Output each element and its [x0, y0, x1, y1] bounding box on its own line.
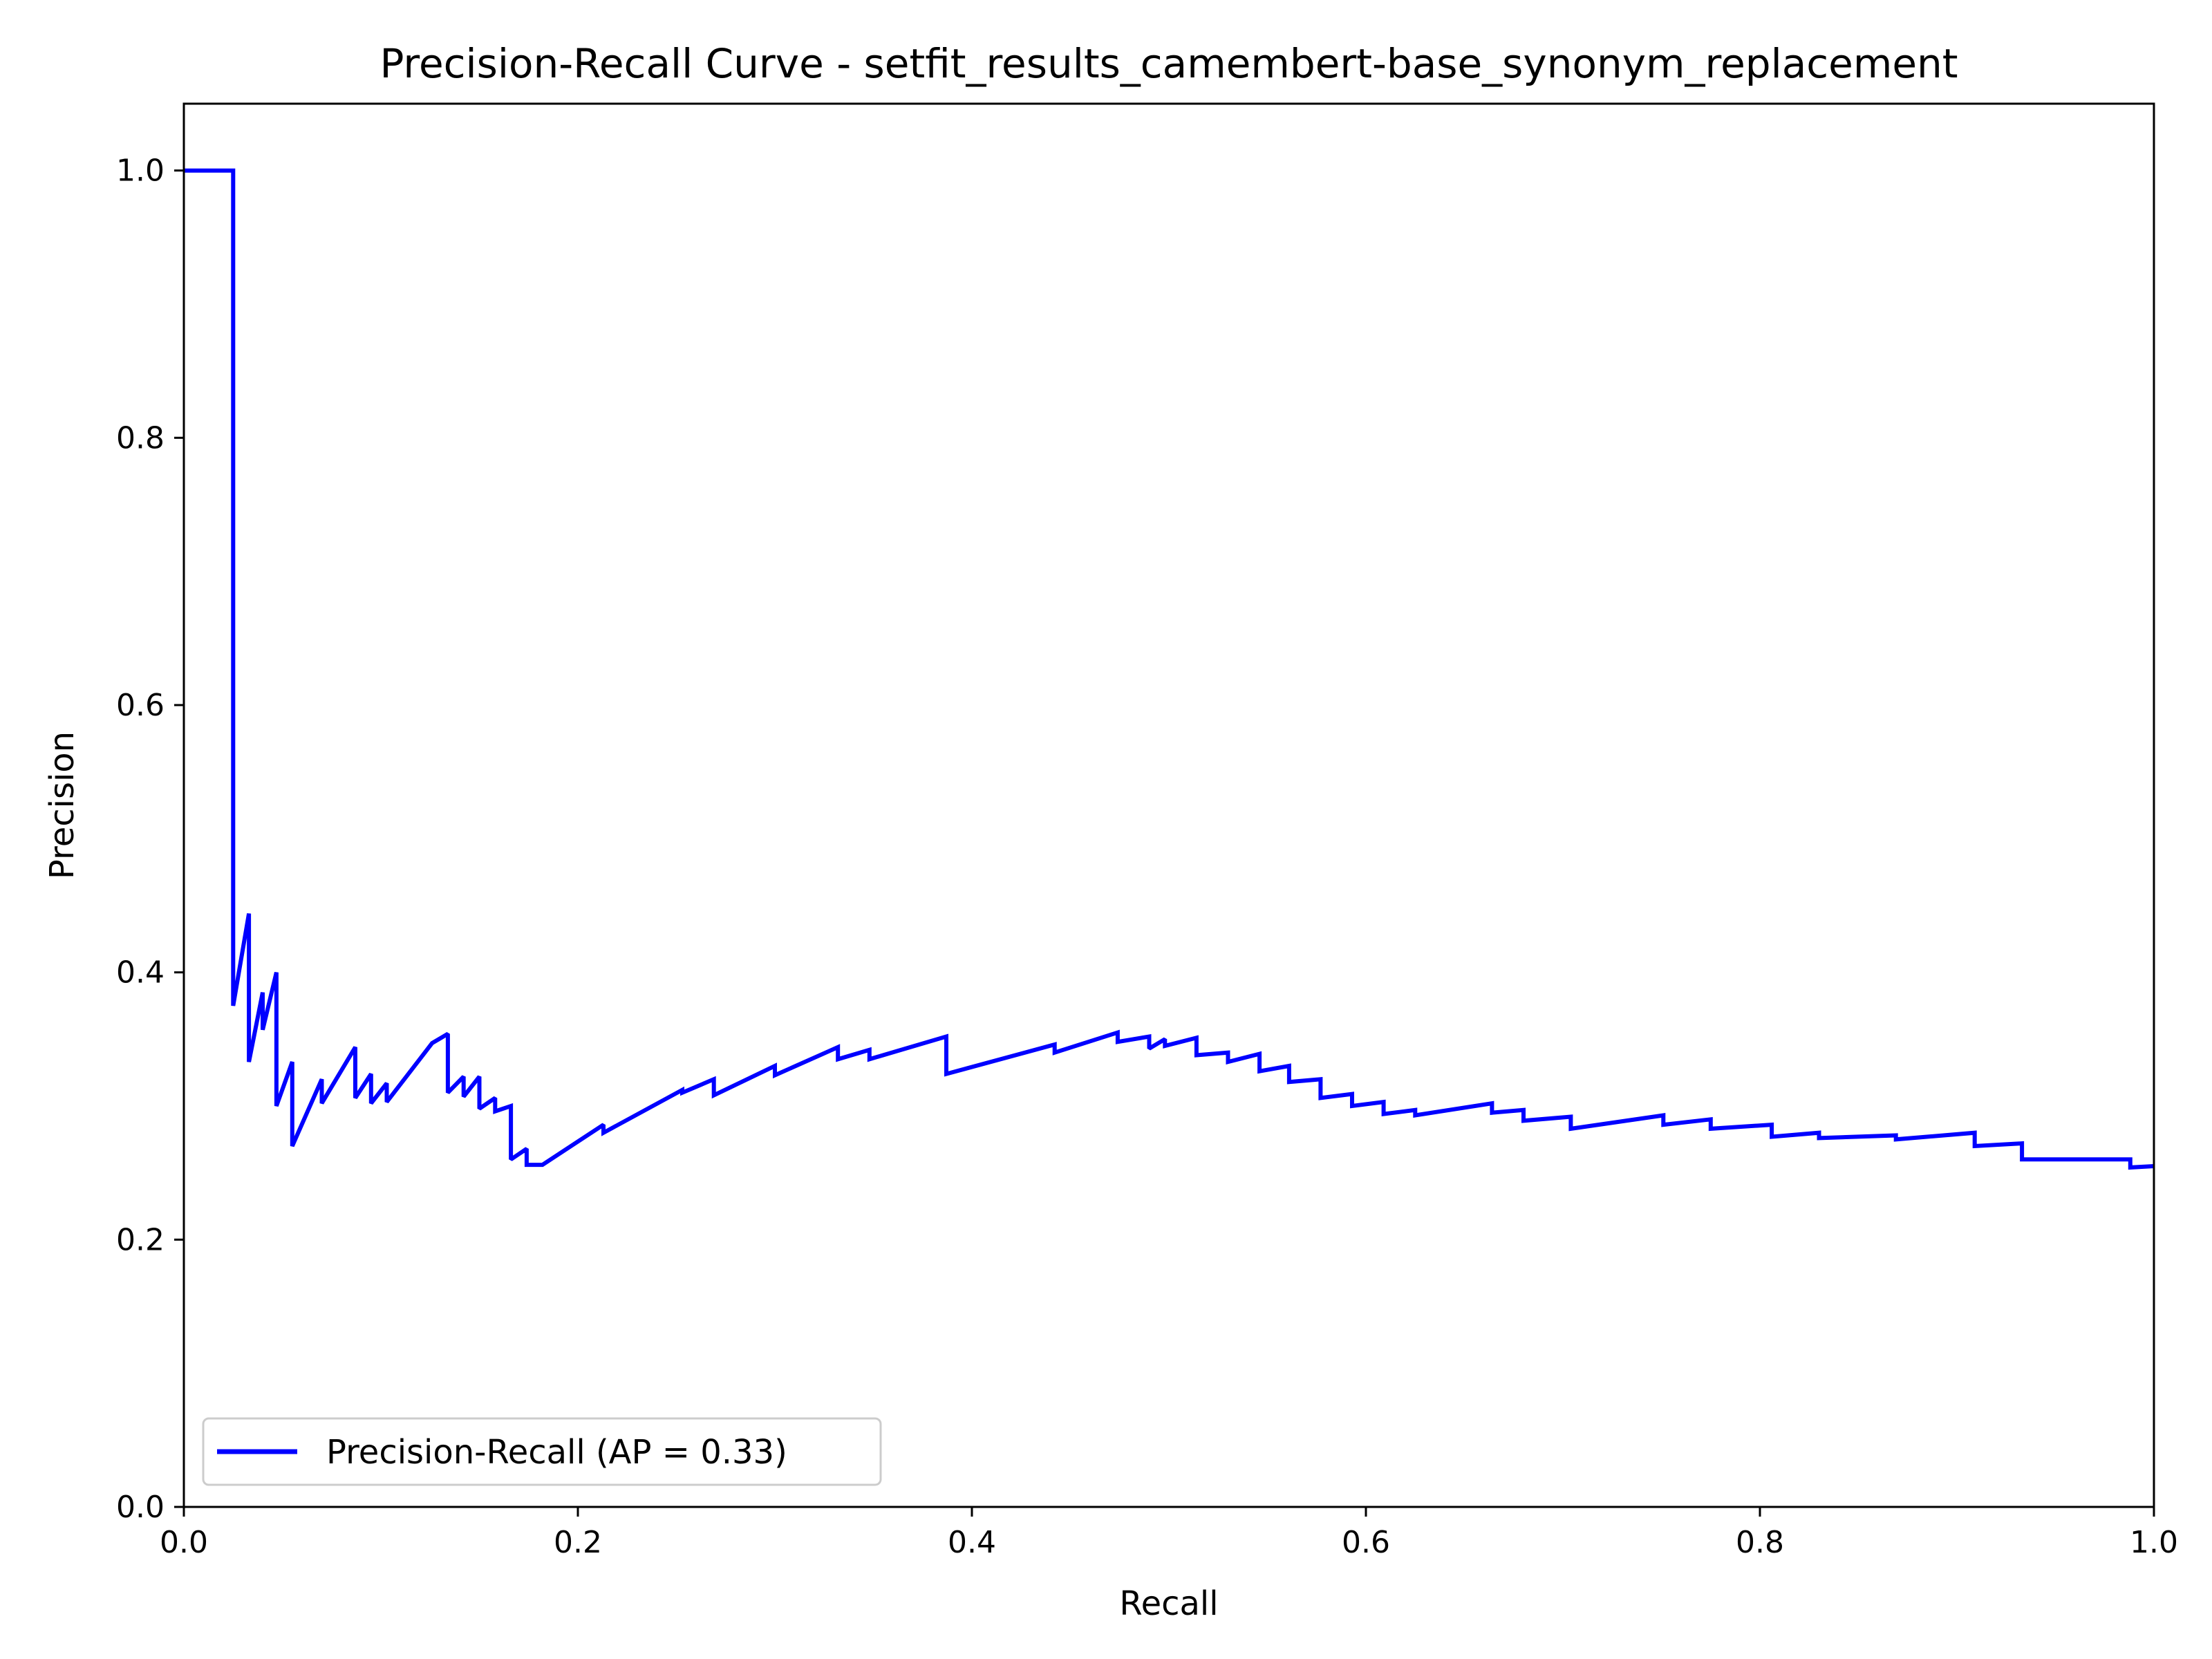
plot-frame — [182, 102, 2155, 1508]
legend: Precision-Recall (AP = 0.33) — [202, 1417, 882, 1486]
y-tick-label: 0.4 — [116, 955, 165, 991]
x-tick-label: 0.8 — [1736, 1525, 1784, 1560]
x-tick-label: 0.0 — [160, 1525, 208, 1560]
legend-label: Precision-Recall (AP = 0.33) — [326, 1433, 787, 1472]
plot-area — [184, 168, 2155, 1170]
y-tick-label: 0.6 — [116, 688, 165, 723]
y-tick-label: 0.8 — [116, 420, 165, 456]
x-axis-label: Recall — [1119, 1584, 1218, 1623]
legend-box — [202, 1417, 882, 1486]
x-tick-label: 0.2 — [554, 1525, 602, 1560]
x-tick-label: 1.0 — [2130, 1525, 2178, 1560]
chart-title: Precision-Recall Curve - setfit_results_… — [379, 40, 1958, 87]
y-tick-label: 1.0 — [116, 153, 165, 189]
series-line-0 — [184, 168, 2155, 1170]
x-tick-label: 0.6 — [1342, 1525, 1390, 1560]
y-tick-label: 0.2 — [116, 1222, 165, 1257]
y-tick-label: 0.0 — [116, 1490, 165, 1525]
y-axis-label: Precision — [43, 731, 82, 879]
x-tick-label: 0.4 — [948, 1525, 996, 1560]
axis-ticks: 0.0 0.2 0.4 0.6 0.8 1.0 0.0 0.2 0.4 0.6 0.8 1.0 — [116, 153, 2178, 1560]
